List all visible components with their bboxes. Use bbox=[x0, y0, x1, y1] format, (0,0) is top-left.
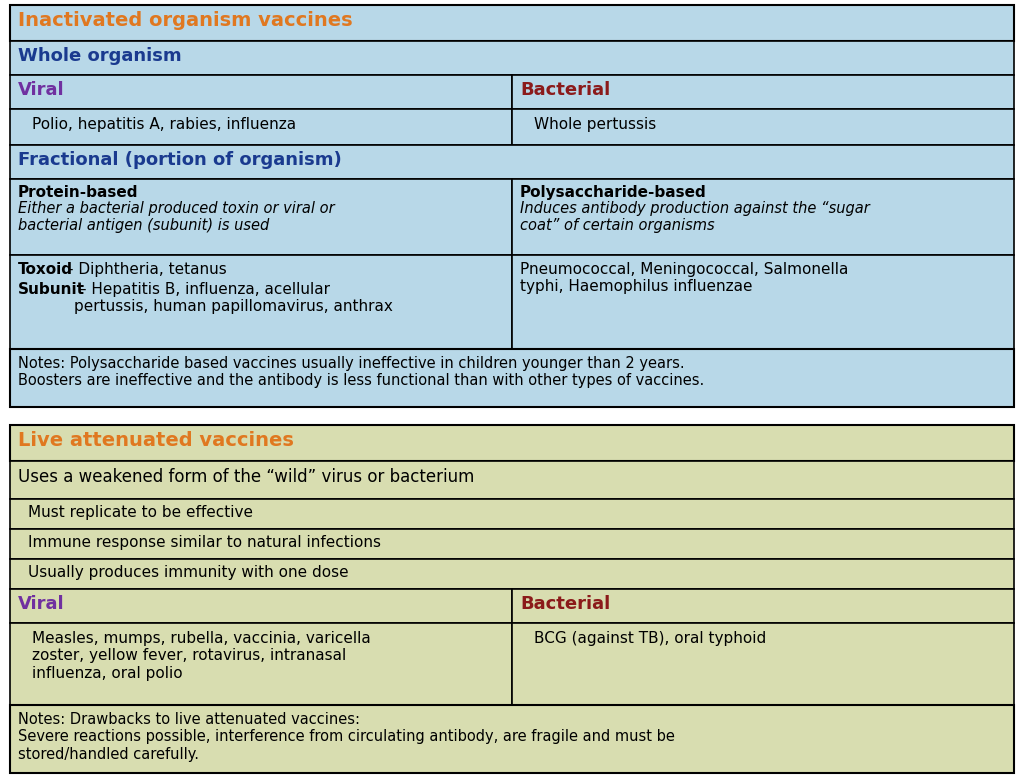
Text: BCG (against TB), oral typhoid: BCG (against TB), oral typhoid bbox=[534, 631, 766, 646]
Text: Bacterial: Bacterial bbox=[520, 81, 610, 99]
Bar bbox=[512, 179, 1014, 255]
Text: Viral: Viral bbox=[18, 595, 65, 613]
Text: – Hepatitis B, influenza, acellular
pertussis, human papillomavirus, anthrax: – Hepatitis B, influenza, acellular pert… bbox=[74, 282, 393, 314]
Text: Induces antibody production against the “sugar
coat” of certain organisms: Induces antibody production against the … bbox=[520, 201, 869, 233]
Bar bbox=[10, 349, 1014, 407]
Bar bbox=[10, 5, 1014, 41]
Bar bbox=[10, 499, 1014, 529]
Text: Must replicate to be effective: Must replicate to be effective bbox=[28, 505, 253, 520]
Bar bbox=[512, 109, 1014, 145]
Bar bbox=[10, 705, 1014, 773]
Bar bbox=[10, 109, 512, 145]
Bar bbox=[10, 623, 512, 705]
Bar bbox=[10, 529, 1014, 559]
Text: Either a bacterial produced toxin or viral or
bacterial antigen (subunit) is use: Either a bacterial produced toxin or vir… bbox=[18, 201, 335, 233]
Text: Live attenuated vaccines: Live attenuated vaccines bbox=[18, 431, 294, 450]
Bar bbox=[10, 425, 1014, 461]
Bar bbox=[10, 559, 1014, 589]
Bar bbox=[10, 255, 512, 349]
Bar bbox=[10, 179, 512, 255]
Text: Inactivated organism vaccines: Inactivated organism vaccines bbox=[18, 11, 352, 30]
Bar bbox=[512, 255, 1014, 349]
Text: Viral: Viral bbox=[18, 81, 65, 99]
Bar bbox=[512, 75, 1014, 109]
Text: Whole organism: Whole organism bbox=[18, 47, 181, 65]
Bar bbox=[512, 589, 1014, 623]
Text: Notes: Polysaccharide based vaccines usually ineffective in children younger tha: Notes: Polysaccharide based vaccines usu… bbox=[18, 356, 705, 388]
Bar bbox=[10, 75, 512, 109]
Text: Toxoid: Toxoid bbox=[18, 262, 73, 277]
Text: Measles, mumps, rubella, vaccinia, varicella
zoster, yellow fever, rotavirus, in: Measles, mumps, rubella, vaccinia, varic… bbox=[32, 631, 371, 681]
Text: Subunit: Subunit bbox=[18, 282, 85, 297]
Bar bbox=[10, 461, 1014, 499]
Text: Notes: Drawbacks to live attenuated vaccines:
Severe reactions possible, interfe: Notes: Drawbacks to live attenuated vacc… bbox=[18, 712, 675, 762]
Text: Pneumococcal, Meningococcal, Salmonella
typhi, Haemophilus influenzae: Pneumococcal, Meningococcal, Salmonella … bbox=[520, 262, 848, 294]
Bar bbox=[512, 623, 1014, 705]
Text: Polio, hepatitis A, rabies, influenza: Polio, hepatitis A, rabies, influenza bbox=[32, 117, 296, 132]
Text: Uses a weakened form of the “wild” virus or bacterium: Uses a weakened form of the “wild” virus… bbox=[18, 468, 474, 486]
Text: Bacterial: Bacterial bbox=[520, 595, 610, 613]
Text: Immune response similar to natural infections: Immune response similar to natural infec… bbox=[28, 535, 381, 550]
Text: Polysaccharide-based: Polysaccharide-based bbox=[520, 185, 707, 200]
Text: Whole pertussis: Whole pertussis bbox=[534, 117, 656, 132]
Text: Usually produces immunity with one dose: Usually produces immunity with one dose bbox=[28, 565, 348, 580]
Bar bbox=[10, 589, 512, 623]
Text: - Diphtheria, tetanus: - Diphtheria, tetanus bbox=[68, 262, 226, 277]
Bar bbox=[10, 41, 1014, 75]
Text: Fractional (portion of organism): Fractional (portion of organism) bbox=[18, 151, 342, 169]
Text: Protein-based: Protein-based bbox=[18, 185, 138, 200]
Bar bbox=[10, 145, 1014, 179]
